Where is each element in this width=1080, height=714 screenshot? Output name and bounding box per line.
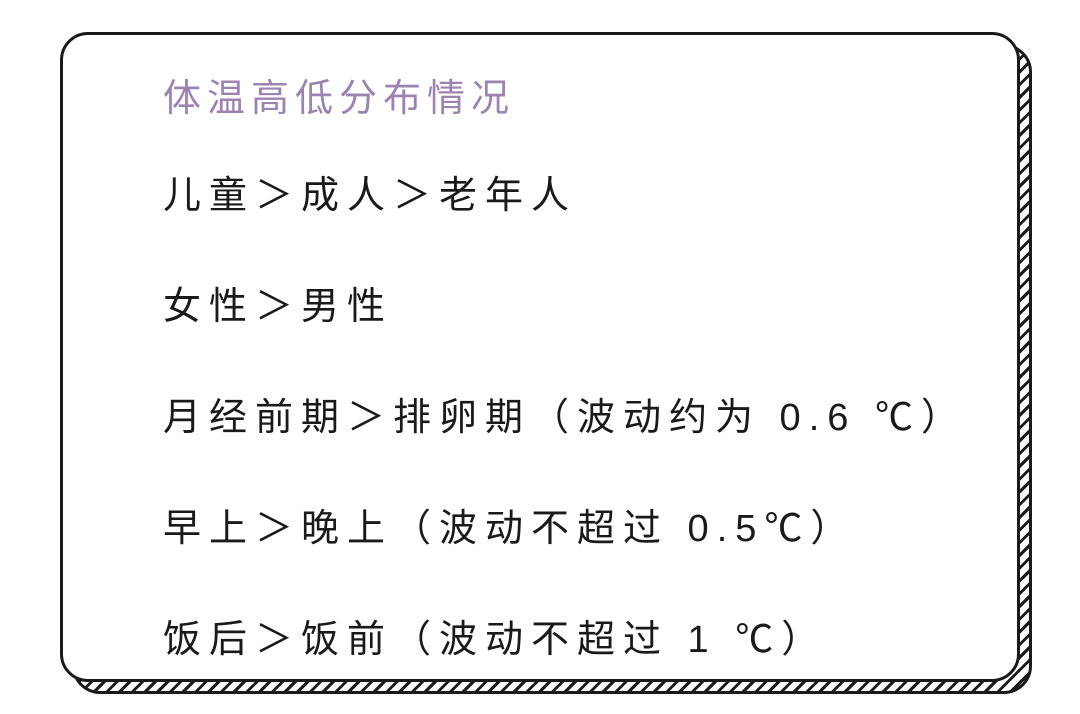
info-line: 早上＞晚上（波动不超过 0.5℃） bbox=[163, 497, 937, 552]
info-line: 儿童＞成人＞老年人 bbox=[163, 164, 937, 219]
info-card: 体温高低分布情况 儿童＞成人＞老年人 女性＞男性 月经前期＞排卵期（波动约为 0… bbox=[60, 32, 1020, 682]
info-line: 月经前期＞排卵期（波动约为 0.6 ℃） bbox=[163, 386, 937, 441]
card-title: 体温高低分布情况 bbox=[163, 67, 937, 122]
info-line: 女性＞男性 bbox=[163, 275, 937, 330]
info-line: 饭后＞饭前（波动不超过 1 ℃） bbox=[163, 608, 937, 663]
card-content-layer: 体温高低分布情况 儿童＞成人＞老年人 女性＞男性 月经前期＞排卵期（波动约为 0… bbox=[60, 32, 1020, 682]
